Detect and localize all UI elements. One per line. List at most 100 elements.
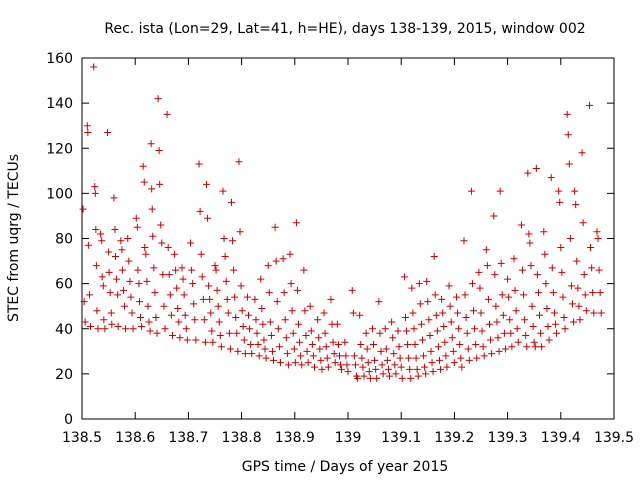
data-point bbox=[550, 309, 558, 317]
data-point bbox=[183, 336, 191, 344]
data-point bbox=[517, 221, 525, 229]
data-point bbox=[280, 289, 288, 297]
data-point bbox=[551, 320, 559, 328]
data-point bbox=[124, 235, 132, 242]
data-point bbox=[553, 329, 561, 337]
data-point bbox=[349, 309, 357, 317]
data-point bbox=[181, 311, 189, 319]
data-point bbox=[538, 343, 546, 351]
data-point bbox=[375, 298, 383, 306]
data-point bbox=[371, 356, 379, 364]
data-point bbox=[135, 298, 143, 306]
data-point bbox=[396, 354, 404, 362]
data-point bbox=[385, 372, 393, 380]
data-point bbox=[564, 131, 572, 139]
data-point bbox=[464, 345, 472, 353]
data-point bbox=[565, 160, 573, 168]
y-tick-label: 40 bbox=[55, 322, 73, 338]
data-point bbox=[556, 198, 564, 206]
data-point bbox=[329, 338, 337, 346]
data-point bbox=[221, 253, 229, 261]
data-point bbox=[118, 266, 126, 274]
data-point bbox=[142, 250, 150, 258]
data-point bbox=[197, 250, 205, 258]
data-point bbox=[496, 187, 504, 195]
data-point bbox=[93, 307, 101, 315]
data-point bbox=[421, 363, 429, 371]
data-point bbox=[279, 255, 287, 263]
data-point bbox=[288, 307, 296, 315]
data-point bbox=[486, 320, 494, 328]
data-point bbox=[558, 268, 566, 276]
data-point bbox=[275, 343, 283, 351]
x-tick-label: 139.3 bbox=[488, 430, 528, 446]
data-point bbox=[118, 246, 126, 254]
data-point bbox=[461, 291, 469, 299]
data-point bbox=[144, 302, 152, 310]
data-point bbox=[320, 309, 328, 317]
data-point bbox=[141, 244, 149, 252]
data-point bbox=[357, 341, 365, 349]
data-point bbox=[295, 320, 303, 328]
data-point bbox=[492, 302, 500, 310]
data-point bbox=[465, 356, 473, 364]
data-point bbox=[590, 309, 598, 317]
x-tick-label: 139.1 bbox=[381, 430, 421, 446]
data-point bbox=[397, 363, 405, 371]
data-point bbox=[476, 284, 484, 292]
data-point bbox=[514, 338, 522, 346]
data-point bbox=[457, 354, 465, 362]
data-point bbox=[593, 228, 601, 236]
data-point bbox=[411, 341, 419, 349]
data-point bbox=[528, 302, 536, 310]
data-points bbox=[79, 63, 605, 382]
data-point bbox=[98, 237, 106, 245]
data-point bbox=[579, 219, 587, 227]
data-point bbox=[127, 293, 135, 301]
data-point bbox=[190, 300, 198, 308]
data-point bbox=[192, 336, 200, 344]
data-point bbox=[594, 235, 602, 242]
data-point bbox=[417, 320, 425, 328]
data-point bbox=[358, 354, 366, 362]
data-point bbox=[79, 205, 87, 213]
data-point bbox=[334, 341, 342, 349]
data-point bbox=[85, 291, 93, 299]
data-point bbox=[182, 325, 190, 333]
data-point bbox=[105, 268, 113, 276]
data-point bbox=[234, 347, 242, 355]
data-point bbox=[440, 322, 448, 330]
data-point bbox=[484, 295, 492, 303]
data-point bbox=[206, 295, 214, 303]
data-point bbox=[563, 110, 571, 118]
data-point bbox=[446, 302, 454, 310]
data-point bbox=[506, 316, 514, 324]
data-point bbox=[84, 241, 92, 249]
data-point bbox=[382, 345, 390, 353]
data-point bbox=[529, 322, 537, 330]
data-point bbox=[113, 275, 121, 283]
data-point bbox=[391, 361, 399, 369]
data-point bbox=[274, 325, 282, 333]
data-point bbox=[376, 329, 384, 337]
data-point bbox=[198, 273, 206, 281]
data-point bbox=[260, 336, 268, 344]
data-point bbox=[309, 352, 317, 360]
data-point bbox=[270, 356, 278, 364]
data-point bbox=[147, 140, 155, 148]
data-point bbox=[333, 320, 341, 328]
data-point bbox=[195, 160, 203, 168]
data-point bbox=[291, 359, 299, 367]
data-point bbox=[201, 338, 209, 346]
data-point bbox=[478, 327, 486, 335]
data-point bbox=[587, 244, 595, 252]
data-point bbox=[447, 318, 455, 326]
data-point bbox=[578, 149, 586, 157]
data-point bbox=[167, 311, 175, 319]
y-tick-label: 140 bbox=[46, 96, 73, 112]
x-tick-label: 139 bbox=[335, 430, 362, 446]
data-point bbox=[106, 289, 114, 297]
data-point bbox=[424, 298, 432, 306]
data-point bbox=[497, 259, 505, 267]
data-point bbox=[317, 356, 325, 364]
